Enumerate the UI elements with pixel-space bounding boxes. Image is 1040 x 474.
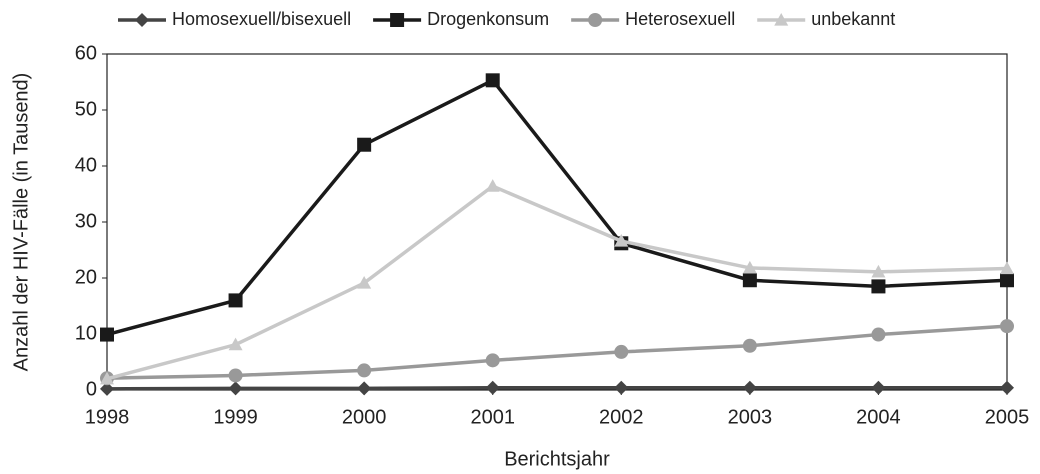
legend-marker <box>588 13 603 27</box>
x-tick-label: 2001 <box>470 406 515 428</box>
y-tick-label: 20 <box>75 266 97 288</box>
legend-label: Homosexuell/bisexuell <box>172 9 351 29</box>
point <box>228 337 243 351</box>
point <box>485 179 500 192</box>
legend-label: unbekannt <box>811 9 895 29</box>
point <box>357 276 372 289</box>
x-tick-label: 2002 <box>599 406 644 428</box>
legend-label: Drogenkonsum <box>427 9 549 29</box>
point <box>100 371 114 385</box>
point <box>871 264 886 278</box>
point <box>100 381 114 396</box>
point <box>1000 273 1014 288</box>
series-line <box>106 324 1008 380</box>
point <box>485 380 500 395</box>
point <box>357 381 372 396</box>
point <box>614 344 629 359</box>
point <box>742 273 757 288</box>
point <box>1000 261 1014 275</box>
y-tick-label: 0 <box>86 378 97 400</box>
x-tick-label: 2000 <box>342 406 387 428</box>
point <box>742 338 757 353</box>
point <box>871 279 886 294</box>
x-tick-label: 1999 <box>213 406 258 428</box>
point <box>485 353 500 368</box>
legend-marker <box>135 13 149 27</box>
point <box>357 137 372 152</box>
x-tick-label: 1998 <box>85 406 130 428</box>
point <box>485 73 500 88</box>
point <box>1000 380 1014 395</box>
y-axis-label: Anzahl der HIV-Fälle (in Tausend) <box>10 73 32 372</box>
point <box>871 380 886 395</box>
x-axis-label: Berichtsjahr <box>504 448 610 470</box>
y-tick-label: 30 <box>75 210 97 232</box>
series-line <box>106 184 1008 381</box>
legend-label: Heterosexuell <box>625 9 735 29</box>
point <box>228 381 243 396</box>
y-tick-label: 50 <box>75 98 97 120</box>
point <box>742 380 757 395</box>
y-tick-label: 60 <box>75 42 97 64</box>
point <box>357 363 372 378</box>
legend-marker <box>774 13 789 26</box>
point <box>100 327 114 342</box>
point <box>742 260 757 274</box>
point <box>614 234 629 247</box>
x-tick-label: 2003 <box>728 406 773 428</box>
x-tick-label: 2005 <box>985 406 1030 428</box>
legend-marker <box>390 13 405 27</box>
point <box>228 293 243 308</box>
plot-frame <box>106 53 1008 391</box>
point <box>614 380 629 395</box>
series-line <box>106 386 1007 391</box>
point <box>1000 319 1014 334</box>
x-tick-label: 2004 <box>856 406 901 428</box>
y-tick-label: 40 <box>75 154 97 176</box>
series-line <box>106 78 1008 337</box>
y-tick-label: 10 <box>75 322 97 344</box>
point <box>871 327 886 342</box>
point <box>228 368 243 383</box>
